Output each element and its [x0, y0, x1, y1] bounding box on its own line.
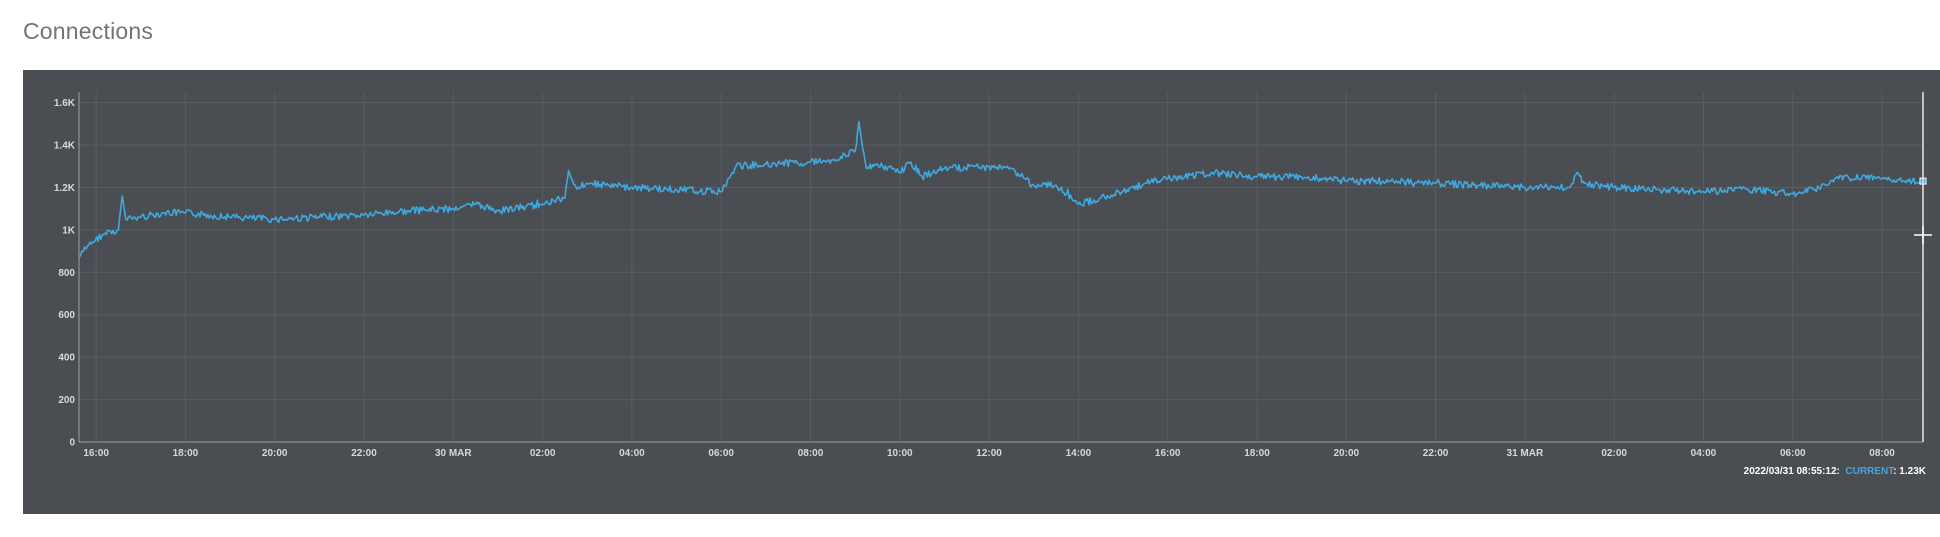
chart-grid: [79, 92, 1923, 442]
y-tick-label: 400: [58, 353, 75, 364]
x-tick-label: 20:00: [1333, 448, 1359, 459]
chart-axes: 0 200 400 600 800 1K 1.2K 1.4K 1.6K 16:00 18:00 20:…: [54, 92, 1923, 459]
x-tick-label: 08:00: [798, 448, 824, 459]
y-tick-label: 800: [58, 268, 75, 279]
y-tick-label: 1.4K: [54, 141, 76, 152]
y-tick-label: 1.2K: [54, 183, 76, 194]
x-tick-label: 16:00: [83, 448, 109, 459]
x-tick-label: 12:00: [976, 448, 1002, 459]
series-line-connections: [78, 120, 1923, 258]
status-readout: 2022/03/31 08:55:12: CURRENT: 1.23K: [1744, 466, 1926, 477]
x-tick-label: 22:00: [351, 448, 377, 459]
x-tick-label: 22:00: [1423, 448, 1449, 459]
x-tick-label: 16:00: [1155, 448, 1181, 459]
status-series-label: CURRENT: [1845, 466, 1894, 477]
x-tick-label: 18:00: [1244, 448, 1270, 459]
x-tick-label: 08:00: [1869, 448, 1895, 459]
status-timestamp: 2022/03/31 08:55:12:: [1743, 466, 1840, 477]
x-tick-label: 14:00: [1066, 448, 1092, 459]
status-value: : 1.23K: [1893, 466, 1926, 477]
x-tick-label: 04:00: [1691, 448, 1717, 459]
x-tick-label: 20:00: [262, 448, 288, 459]
x-tick-label: 18:00: [173, 448, 199, 459]
x-tick-label: 02:00: [530, 448, 556, 459]
y-tick-label: 0: [69, 438, 75, 449]
x-tick-label: 04:00: [619, 448, 645, 459]
hover-cursor: [1914, 92, 1932, 442]
chart-panel[interactable]: 0 200 400 600 800 1K 1.2K 1.4K 1.6K 16:00 18:00 20:…: [23, 70, 1940, 514]
x-tick-label: 30 MAR: [435, 448, 472, 459]
x-tick-label: 06:00: [1780, 448, 1806, 459]
page-title: Connections: [23, 18, 154, 44]
y-tick-label: 1K: [62, 225, 76, 236]
y-tick-label: 200: [58, 395, 75, 406]
y-tick-label: 600: [58, 310, 75, 321]
y-tick-label: 1.6K: [54, 98, 76, 109]
x-tick-label: 02:00: [1601, 448, 1627, 459]
x-tick-label: 31 MAR: [1507, 448, 1544, 459]
connections-chart[interactable]: 0 200 400 600 800 1K 1.2K 1.4K 1.6K 16:00 18:00 20:…: [23, 70, 1940, 514]
x-tick-label: 06:00: [708, 448, 734, 459]
x-tick-label: 10:00: [887, 448, 913, 459]
chart-series: [78, 120, 1923, 258]
